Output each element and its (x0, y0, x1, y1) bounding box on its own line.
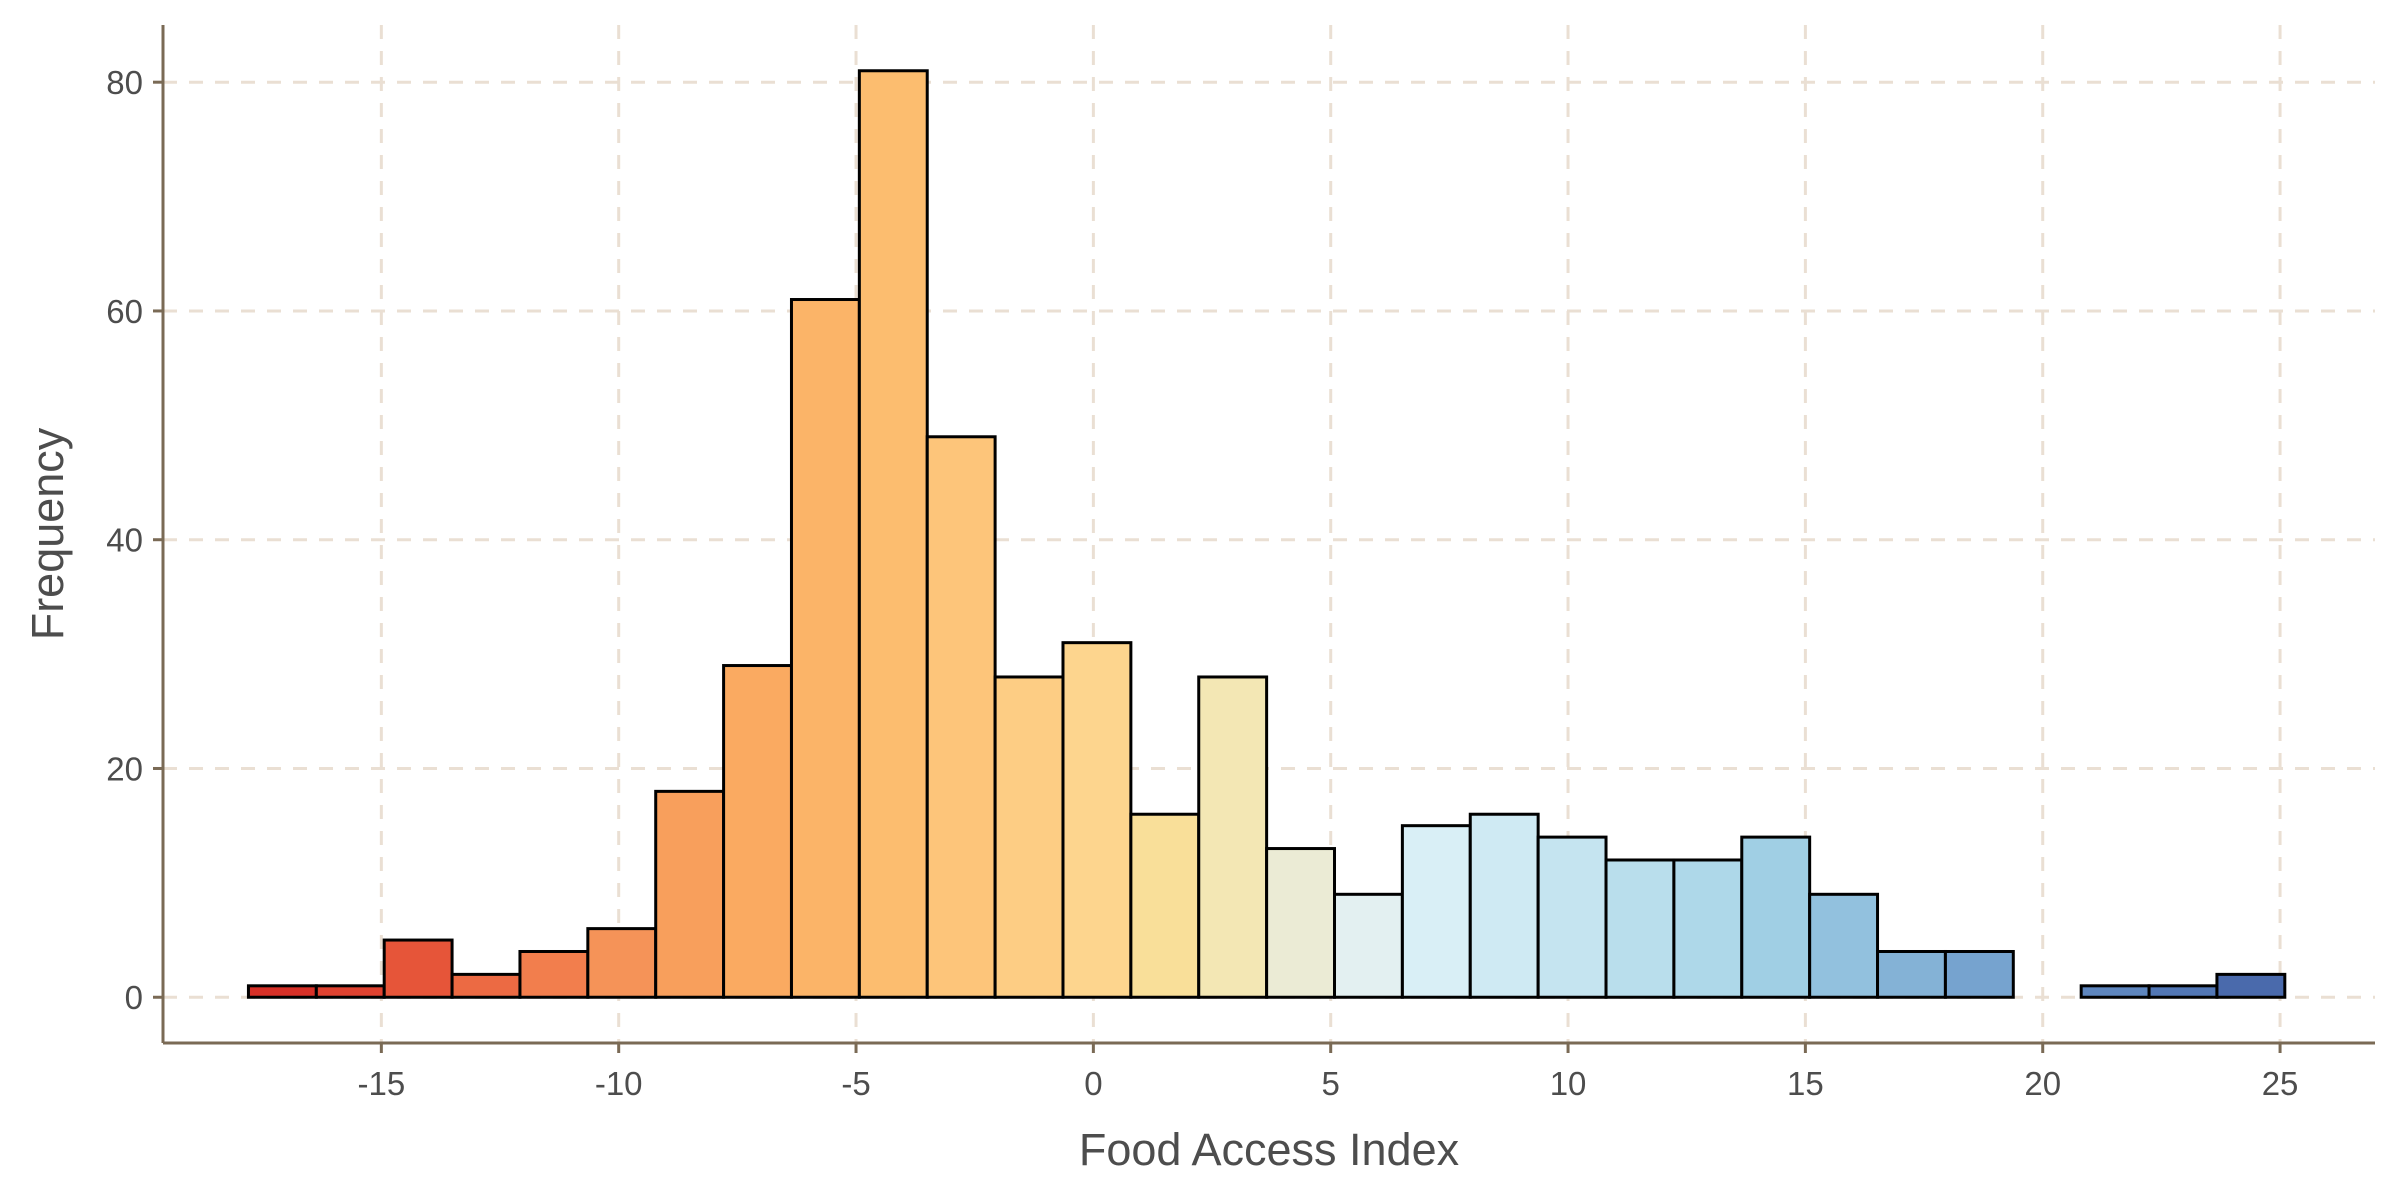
histogram-bar (857, 69, 929, 999)
grid-layer (163, 25, 2375, 1043)
histogram-bar (1876, 949, 1947, 999)
histogram-bar (1129, 812, 1201, 999)
histogram-bar (1061, 641, 1133, 999)
x-axis-title: Food Access Index (1079, 1124, 1460, 1175)
histogram-bar (1265, 847, 1337, 999)
y-axis-title: Frequency (22, 427, 73, 640)
y-tick-label: 20 (106, 750, 143, 787)
histogram-bar (722, 664, 793, 999)
histogram-bar (450, 972, 522, 999)
histogram-bar (1672, 858, 1744, 999)
histogram-bar (1604, 858, 1676, 999)
y-tick-label: 60 (106, 293, 143, 330)
histogram-bar (993, 675, 1065, 999)
x-tick-label: -5 (841, 1065, 870, 1102)
axes-layer (161, 25, 2375, 1045)
histogram-bar (2079, 984, 2151, 999)
histogram-bar (382, 938, 454, 999)
x-tick-label: 5 (1322, 1065, 1340, 1102)
histogram-bar (1808, 892, 1880, 999)
x-tick-label: -10 (595, 1065, 643, 1102)
y-tick-label: 40 (106, 522, 143, 559)
x-tick-label: 0 (1084, 1065, 1102, 1102)
histogram-bar (789, 298, 861, 999)
histogram-bar (1333, 892, 1404, 999)
histogram-bar (1943, 949, 2015, 999)
histogram-bar (1740, 835, 1812, 999)
bars-layer (246, 69, 2287, 999)
histogram-bar (2147, 984, 2219, 999)
histogram-bar (1536, 835, 1608, 999)
histogram-bar (1400, 824, 1472, 999)
histogram-bar (586, 927, 658, 999)
histogram-bar (1197, 675, 1269, 999)
x-tick-label: 20 (2024, 1065, 2061, 1102)
x-tick-label: 25 (2262, 1065, 2299, 1102)
histogram-bar (2215, 972, 2287, 999)
histogram-bar (654, 789, 726, 999)
y-tick-label: 0 (125, 979, 143, 1016)
x-tick-label: 15 (1787, 1065, 1824, 1102)
histogram-bar (246, 984, 318, 999)
histogram-bar (1468, 812, 1540, 999)
histogram-bar (314, 984, 386, 999)
histogram-bar (925, 435, 997, 999)
ticks-layer: 0 20 40 60 80 -15 -10 -5 0 5 10 15 20 25 (106, 64, 2298, 1102)
x-tick-label: -15 (358, 1065, 406, 1102)
y-tick-label: 80 (106, 64, 143, 101)
histogram-bar (518, 949, 590, 999)
x-tick-label: 10 (1550, 1065, 1587, 1102)
